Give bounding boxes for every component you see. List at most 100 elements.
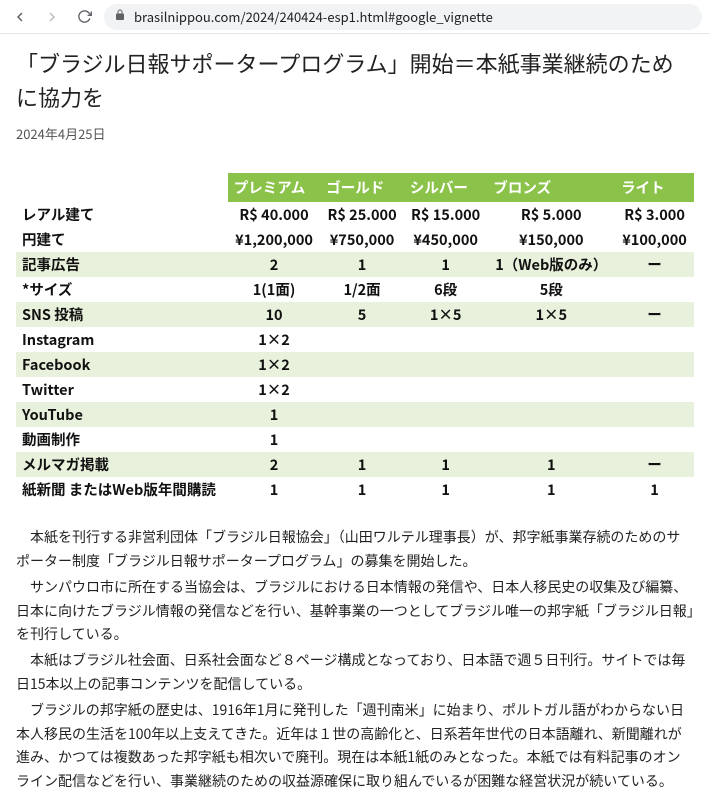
table-cell: 1×5: [487, 302, 615, 327]
table-row: 円建て¥1,200,000¥750,000¥450,000¥150,000¥10…: [16, 227, 694, 252]
table-header-gold: ゴールド: [320, 173, 404, 202]
table-cell: 1: [404, 252, 488, 277]
table-cell: [487, 427, 615, 452]
table-cell: 5段: [487, 277, 615, 302]
table-cell: [487, 352, 615, 377]
table-row: YouTube1: [16, 402, 694, 427]
table-cell: [615, 352, 694, 377]
table-row: Twitter1×2: [16, 377, 694, 402]
table-row: *サイズ1(1面)1/2面6段5段: [16, 277, 694, 302]
table-cell: ¥750,000: [320, 227, 404, 252]
lock-icon: [114, 8, 126, 25]
table-cell: [320, 427, 404, 452]
table-cell: 1: [228, 477, 320, 502]
table-cell: 2: [228, 252, 320, 277]
table-cell: 1: [487, 452, 615, 477]
table-cell: [320, 377, 404, 402]
table-header-silver: シルバー: [404, 173, 488, 202]
table-cell: 1: [615, 477, 694, 502]
table-cell: [320, 352, 404, 377]
table-cell: ¥100,000: [615, 227, 694, 252]
table-cell: ー: [615, 302, 694, 327]
table-row: SNS 投稿1051×51×5ー: [16, 302, 694, 327]
table-cell: R$ 40.000: [228, 202, 320, 227]
table-row: 紙新聞 またはWeb版年間購読11111: [16, 477, 694, 502]
table-header-row: プレミアム ゴールド シルバー ブロンズ ライト: [16, 173, 694, 202]
url-text: brasilnippou.com/2024/240424-esp1.html#g…: [134, 7, 493, 26]
table-cell: 6段: [404, 277, 488, 302]
table-cell: R$ 5.000: [487, 202, 615, 227]
table-header-light: ライト: [615, 173, 694, 202]
table-header-blank: [16, 173, 228, 202]
table-cell: [320, 327, 404, 352]
article-paragraph: サンパウロ市に所在する当協会は、ブラジルにおける日本情報の発信や、日本人移民史の…: [16, 576, 694, 647]
forward-button[interactable]: [40, 5, 64, 29]
row-label: メルマガ掲載: [16, 452, 228, 477]
table-row: メルマガ掲載2111ー: [16, 452, 694, 477]
table-cell: [615, 277, 694, 302]
table-row: 記事広告2111（Web版のみ）ー: [16, 252, 694, 277]
table-cell: 1×5: [404, 302, 488, 327]
row-label: *サイズ: [16, 277, 228, 302]
table-cell: [487, 327, 615, 352]
row-label: SNS 投稿: [16, 302, 228, 327]
article-paragraph: 本紙を刊行する非営利団体「ブラジル日報協会」（山田ワルテル理事長）が、邦字紙事業…: [16, 526, 694, 574]
table-header-premium: プレミアム: [228, 173, 320, 202]
table-cell: 10: [228, 302, 320, 327]
table-cell: 1: [404, 452, 488, 477]
table-row: レアル建てR$ 40.000R$ 25.000R$ 15.000R$ 5.000…: [16, 202, 694, 227]
row-label: レアル建て: [16, 202, 228, 227]
row-label: 記事広告: [16, 252, 228, 277]
table-cell: 1(1面): [228, 277, 320, 302]
table-cell: 1: [320, 252, 404, 277]
row-label: Facebook: [16, 352, 228, 377]
table-cell: 1: [487, 477, 615, 502]
table-cell: 1（Web版のみ）: [487, 252, 615, 277]
table-cell: ¥1,200,000: [228, 227, 320, 252]
table-row: Facebook1×2: [16, 352, 694, 377]
row-label: 紙新聞 またはWeb版年間購読: [16, 477, 228, 502]
table-cell: [404, 327, 488, 352]
reload-button[interactable]: [72, 5, 96, 29]
table-cell: [615, 377, 694, 402]
pricing-table: プレミアム ゴールド シルバー ブロンズ ライト レアル建てR$ 40.000R…: [16, 173, 694, 502]
table-cell: [615, 402, 694, 427]
table-cell: [320, 402, 404, 427]
row-label: 円建て: [16, 227, 228, 252]
table-cell: R$ 25.000: [320, 202, 404, 227]
table-cell: 1: [404, 477, 488, 502]
page-title: 「ブラジル日報サポータープログラム」開始＝本紙事業継続のために協力を: [16, 46, 694, 114]
table-cell: 1×2: [228, 327, 320, 352]
browser-toolbar: brasilnippou.com/2024/240424-esp1.html#g…: [0, 0, 710, 34]
table-cell: [404, 427, 488, 452]
article-paragraph: ブラジルの邦字紙の歴史は、1916年1月に発刊した「週刊南米」に始まり、ポルトガ…: [16, 699, 694, 794]
page-date: 2024年4月25日: [16, 124, 694, 143]
table-row: Instagram1×2: [16, 327, 694, 352]
table-cell: 1: [320, 452, 404, 477]
table-cell: R$ 3.000: [615, 202, 694, 227]
table-cell: 1: [228, 427, 320, 452]
table-cell: [404, 402, 488, 427]
address-bar[interactable]: brasilnippou.com/2024/240424-esp1.html#g…: [104, 4, 702, 30]
article-paragraph: 本紙はブラジル社会面、日系社会面など８ページ構成となっており、日本語で週５日刊行…: [16, 649, 694, 697]
table-cell: ー: [615, 252, 694, 277]
article-body: 本紙を刊行する非営利団体「ブラジル日報協会」（山田ワルテル理事長）が、邦字紙事業…: [16, 526, 694, 794]
table-cell: 2: [228, 452, 320, 477]
table-cell: 1×2: [228, 352, 320, 377]
table-cell: [615, 427, 694, 452]
table-cell: 1: [228, 402, 320, 427]
row-label: Instagram: [16, 327, 228, 352]
table-cell: R$ 15.000: [404, 202, 488, 227]
table-cell: [404, 377, 488, 402]
row-label: 動画制作: [16, 427, 228, 452]
table-cell: 1: [320, 477, 404, 502]
table-cell: 5: [320, 302, 404, 327]
page-content: 「ブラジル日報サポータープログラム」開始＝本紙事業継続のために協力を 2024年…: [0, 34, 710, 794]
back-button[interactable]: [8, 5, 32, 29]
table-cell: 1×2: [228, 377, 320, 402]
table-cell: [615, 327, 694, 352]
table-cell: ¥450,000: [404, 227, 488, 252]
table-cell: ¥150,000: [487, 227, 615, 252]
table-cell: [487, 377, 615, 402]
row-label: Twitter: [16, 377, 228, 402]
